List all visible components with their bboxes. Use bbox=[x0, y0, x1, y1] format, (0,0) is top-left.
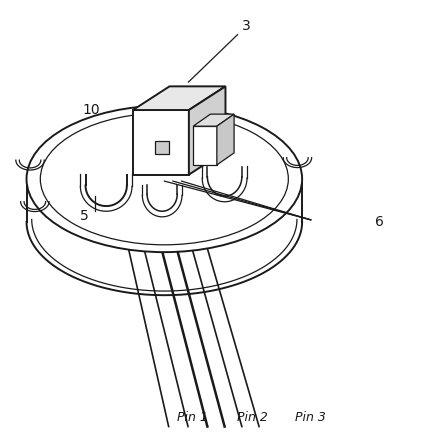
Polygon shape bbox=[133, 86, 226, 110]
Text: 3: 3 bbox=[242, 19, 251, 33]
Text: 6: 6 bbox=[375, 215, 384, 229]
Ellipse shape bbox=[40, 113, 288, 245]
Polygon shape bbox=[217, 114, 234, 165]
Text: 5: 5 bbox=[80, 209, 89, 222]
Text: Pin 3: Pin 3 bbox=[295, 412, 326, 424]
Text: Pin 2: Pin 2 bbox=[237, 412, 268, 424]
Text: Pin 1: Pin 1 bbox=[177, 412, 208, 424]
Polygon shape bbox=[193, 114, 234, 126]
Polygon shape bbox=[133, 110, 189, 174]
Polygon shape bbox=[155, 141, 169, 155]
Polygon shape bbox=[193, 126, 217, 165]
Polygon shape bbox=[189, 86, 226, 174]
Ellipse shape bbox=[26, 106, 302, 252]
Text: 10: 10 bbox=[83, 103, 100, 117]
